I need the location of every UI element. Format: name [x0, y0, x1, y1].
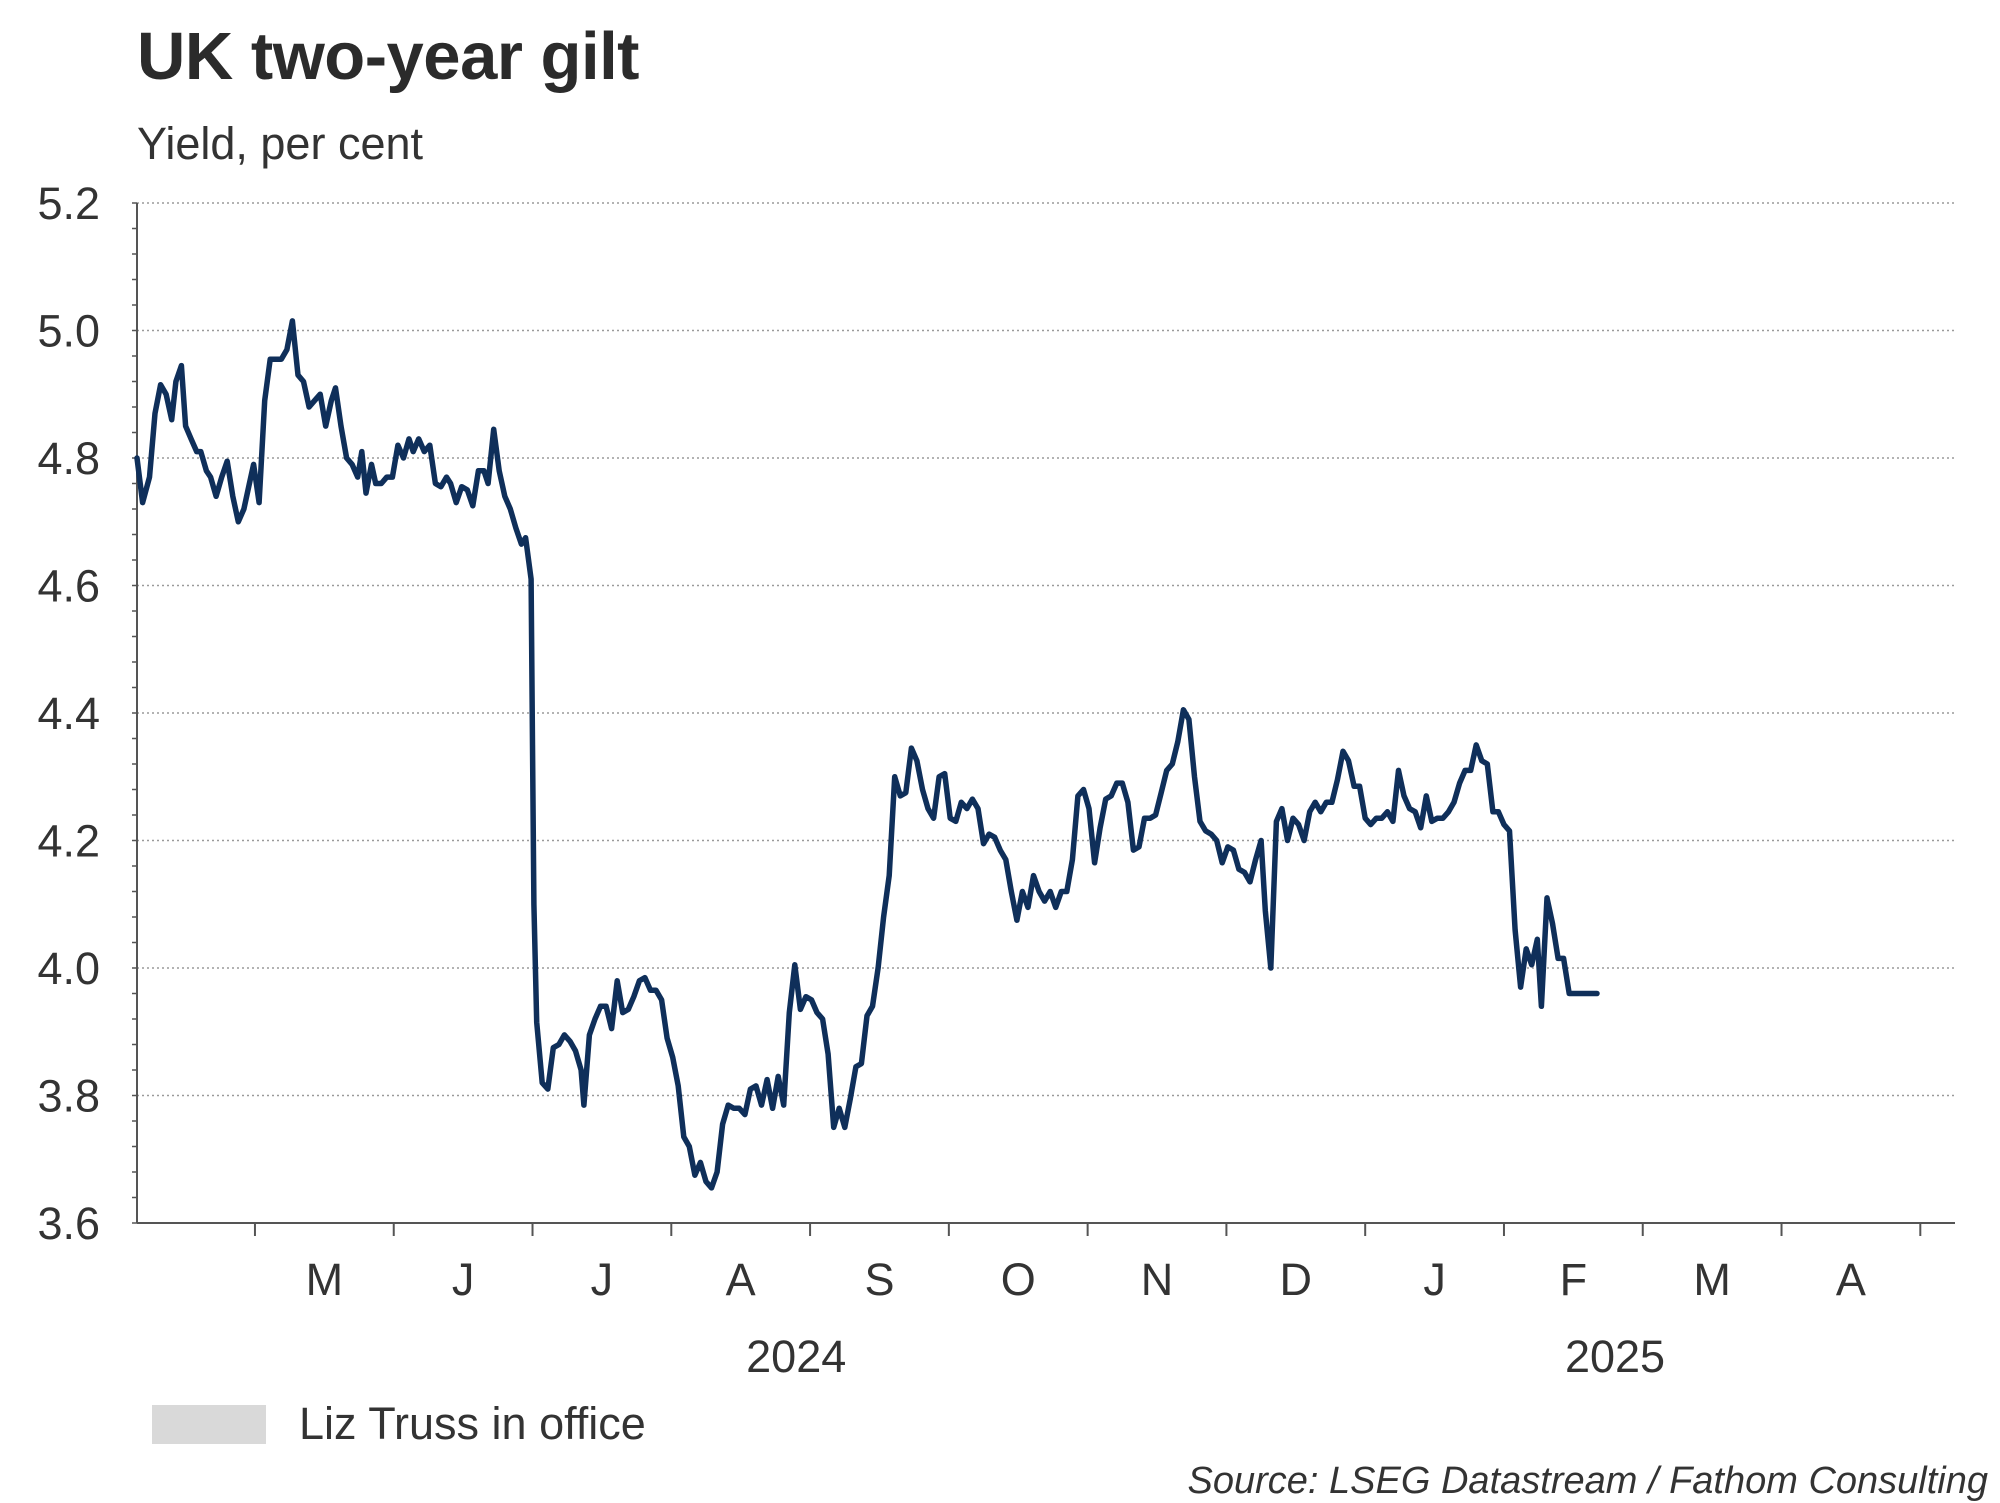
- x-tick-label: A: [1836, 1254, 1866, 1305]
- chart-title: UK two-year gilt: [137, 19, 640, 94]
- x-tick-label: J: [591, 1254, 614, 1305]
- legend: Liz Truss in office: [152, 1398, 646, 1450]
- y-tick-label: 4.2: [37, 816, 100, 867]
- x-tick-label: D: [1280, 1254, 1313, 1305]
- y-tick-label: 4.4: [37, 688, 100, 739]
- y-tick-label: 3.6: [37, 1198, 100, 1249]
- legend-swatch-truss: [152, 1404, 266, 1444]
- x-tick-label: A: [726, 1254, 756, 1305]
- y-tick-label: 3.8: [37, 1071, 100, 1122]
- x-axis: M J J A S O N D J F M A 2024 2025: [137, 1222, 1955, 1382]
- y-tick-label: 5.2: [37, 178, 100, 229]
- x-tick-label: N: [1141, 1254, 1174, 1305]
- x-tick-label: M: [306, 1254, 344, 1305]
- y-axis: 3.6 3.8 4.0 4.2 4.4 4.6 4.8 5.0 5.2: [37, 178, 138, 1249]
- x-tick-label: O: [1001, 1254, 1036, 1305]
- legend-label: Liz Truss in office: [299, 1398, 646, 1449]
- x-year-label: 2024: [746, 1331, 846, 1382]
- gridlines: [137, 202, 1955, 1097]
- y-tick-label: 4.0: [37, 943, 100, 994]
- y-tick-label: 4.6: [37, 561, 100, 612]
- y-tick-label: 5.0: [37, 306, 100, 357]
- x-tick-label: J: [1423, 1254, 1446, 1305]
- x-tick-label: M: [1693, 1254, 1731, 1305]
- series-layer: [134, 318, 1600, 1191]
- x-year-label: 2025: [1565, 1331, 1665, 1382]
- series-line: [134, 318, 1600, 1191]
- x-tick-label: F: [1560, 1254, 1588, 1305]
- x-tick-label: S: [864, 1254, 894, 1305]
- x-tick-label: J: [452, 1254, 475, 1305]
- y-tick-label: 4.8: [37, 433, 100, 484]
- chart-subtitle: Yield, per cent: [137, 118, 423, 169]
- source-note: Source: LSEG Datastream / Fathom Consult…: [1187, 1460, 1988, 1502]
